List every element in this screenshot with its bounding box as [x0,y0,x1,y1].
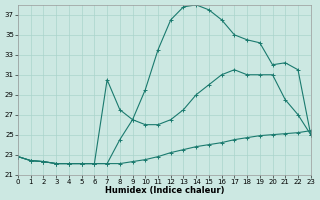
X-axis label: Humidex (Indice chaleur): Humidex (Indice chaleur) [105,186,224,195]
